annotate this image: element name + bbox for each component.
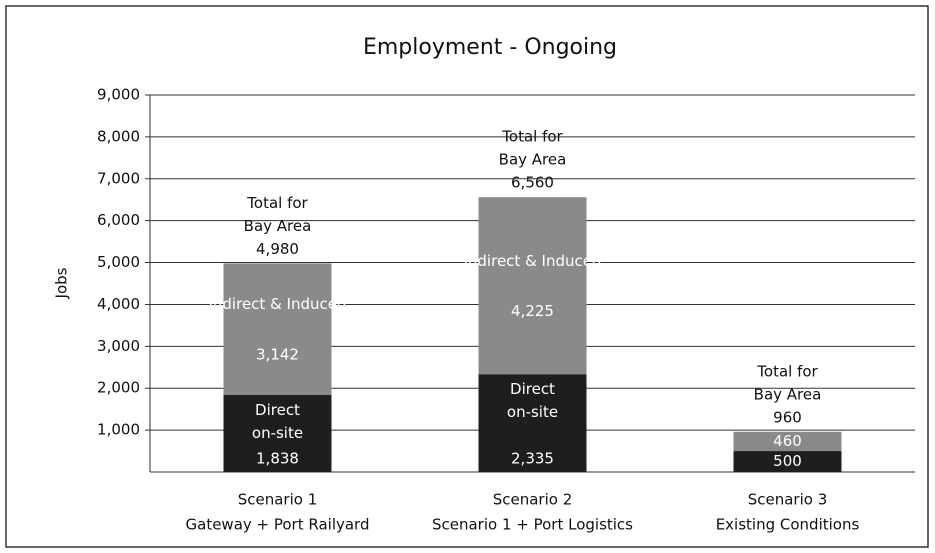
- total-label: 960: [773, 408, 802, 426]
- series-name: Direct on-site: [251, 401, 304, 442]
- y-tick-label: 4,000: [97, 295, 140, 313]
- y-tick-label: 1,000: [97, 421, 140, 439]
- series-name: Indirect & Induced: [463, 251, 602, 270]
- y-tick-label: 2,000: [97, 379, 140, 397]
- y-tick-label: 7,000: [97, 169, 140, 187]
- series-label: Direct on-site: [506, 380, 559, 422]
- x-tick-label: Scenario 2: [493, 491, 573, 509]
- value-label: 500: [773, 452, 802, 470]
- total-caption: Bay Area: [244, 217, 312, 235]
- value-label: 1,838: [256, 450, 299, 468]
- value-label: 4,225: [511, 302, 554, 320]
- bar-segment: [733, 451, 842, 472]
- y-tick-label: 3,000: [97, 337, 140, 355]
- bar-segment: [478, 197, 587, 375]
- x-tick-label: Gateway + Port Railyard: [186, 516, 370, 534]
- chart-title: Employment - Ongoing: [363, 35, 617, 60]
- value-label: 460: [773, 432, 802, 450]
- total-caption: Bay Area: [499, 151, 567, 169]
- bar-segment: [223, 263, 332, 396]
- bar-segment: [478, 374, 587, 472]
- bar-segment: [223, 395, 332, 472]
- series-label: Indirect & Induced: [208, 295, 347, 314]
- series-label: Indirect & Induced: [463, 251, 602, 270]
- value-label: 2,335: [511, 450, 554, 468]
- x-tick-label: Scenario 1: [238, 491, 318, 509]
- total-caption: Total for: [501, 128, 563, 146]
- series-label: Direct on-site: [251, 401, 304, 442]
- y-tick-label: 6,000: [97, 211, 140, 229]
- total-caption: Total for: [756, 362, 818, 380]
- series-name: Direct on-site: [506, 380, 559, 422]
- x-tick-label: Scenario 1 + Port Logistics: [432, 516, 633, 534]
- x-tick-label: Scenario 3: [748, 491, 828, 509]
- bar-segment: [733, 431, 842, 452]
- total-caption: Bay Area: [754, 385, 822, 403]
- series-name: Indirect & Induced: [208, 295, 347, 314]
- y-axis-label: Jobs: [53, 267, 71, 299]
- value-label: 3,142: [256, 346, 299, 364]
- total-label: 6,560: [511, 174, 554, 192]
- total-label: 4,980: [256, 240, 299, 258]
- total-caption: Total for: [246, 194, 308, 212]
- x-tick-label: Existing Conditions: [716, 516, 860, 534]
- y-tick-label: 5,000: [97, 253, 140, 271]
- y-tick-label: 8,000: [97, 127, 140, 145]
- y-tick-label: 9,000: [97, 86, 140, 104]
